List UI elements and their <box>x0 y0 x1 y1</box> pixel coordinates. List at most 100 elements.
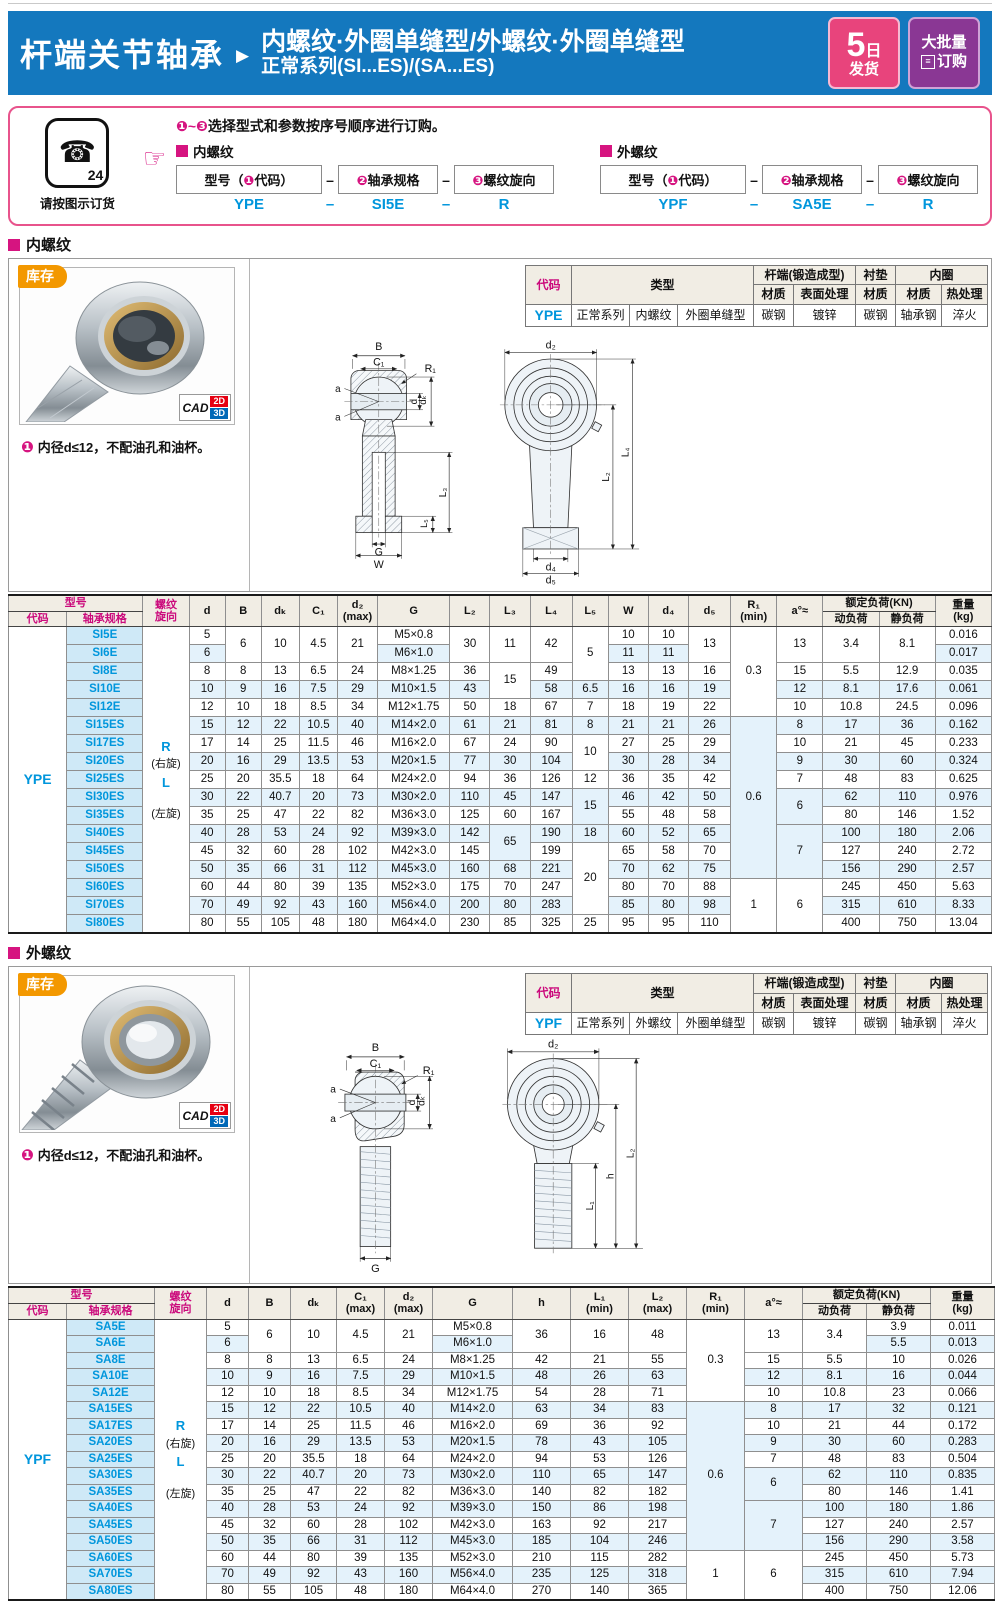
data-cell: 5.63 <box>934 878 993 898</box>
data-cell: 17.6 <box>878 680 936 700</box>
data-cell: 82 <box>384 1483 433 1502</box>
data-cell: 10.8 <box>822 698 880 718</box>
header-cell: 衬垫 <box>855 264 897 286</box>
dim-C1: C₁ <box>370 1058 382 1070</box>
data-cell: 0.6 <box>730 716 778 880</box>
hm-cell: 轴承规格 <box>66 1302 155 1320</box>
model-cell: SA60ES <box>66 1549 155 1568</box>
data-cell: 8.1 <box>802 1368 867 1386</box>
cad-3d-button[interactable]: 3D <box>210 1116 228 1128</box>
data-cell: 69 <box>512 1417 571 1436</box>
data-cell: 25 <box>188 770 226 790</box>
data-cell: 轴承钢 <box>895 303 943 327</box>
data-cell: 80 <box>822 806 880 826</box>
data-cell: 7.5 <box>336 1368 385 1386</box>
data-cell: 86 <box>570 1500 629 1518</box>
data-cell: 9 <box>744 1434 803 1452</box>
cad-badge[interactable]: CAD 2D 3D <box>179 394 231 421</box>
data-cell: M56×4.0 <box>432 1566 513 1584</box>
cad-2d-button[interactable]: 2D <box>210 1104 228 1116</box>
data-cell: 126 <box>529 770 573 790</box>
data-cell: 21 <box>384 1318 433 1353</box>
data-cell: 70 <box>489 878 531 898</box>
data-cell: 13 <box>607 662 649 682</box>
data-cell: M12×1.75 <box>377 698 451 718</box>
cad-2d-button[interactable]: 2D <box>210 396 228 407</box>
data-cell: 50 <box>188 860 226 880</box>
model-cell: SA25ES <box>66 1450 155 1469</box>
product-photo-panel: 库存 <box>18 265 235 425</box>
data-cell: 52 <box>647 824 689 844</box>
data-cell: 135 <box>384 1549 433 1568</box>
data-cell: 21 <box>822 734 880 754</box>
dim-L3: L₃ <box>438 488 449 497</box>
cad-badge[interactable]: CAD 2D 3D <box>179 1102 231 1130</box>
data-cell: 30 <box>489 752 531 772</box>
group-label: 外螺纹 <box>617 145 658 160</box>
data-cell: 21 <box>336 626 379 664</box>
data-cell: 10 <box>248 1384 291 1403</box>
data-cell: 55 <box>224 914 262 934</box>
data-cell: 145 <box>449 842 491 862</box>
data-cell: 210 <box>512 1549 571 1568</box>
data-cell: 40 <box>384 1401 433 1419</box>
data-cell: 34 <box>687 752 732 772</box>
data-cell: 283 <box>529 896 573 916</box>
data-cell: 140 <box>512 1483 571 1502</box>
data-cell: 6 <box>744 1467 803 1502</box>
data-cell: 外螺纹 <box>629 1012 678 1035</box>
data-cell: 12.06 <box>930 1582 995 1601</box>
data-cell: 17 <box>188 734 226 754</box>
header-cell: 材质 <box>753 992 795 1014</box>
data-cell: 80 <box>607 878 649 898</box>
data-cell: 10.5 <box>298 716 338 736</box>
model-cell: SA30ES <box>66 1467 155 1485</box>
table-row: SI20ES 20 16 29 13.5 53 M20×1.5 77 30 104 30 28 34 9 3… <box>9 752 993 772</box>
data-cell: 7 <box>571 698 609 718</box>
data-cell: 5.5 <box>866 1335 931 1353</box>
data-cell: 182 <box>628 1483 687 1502</box>
model-cell: SA10E <box>66 1368 155 1386</box>
table-row: YPF SA5E R (右旋) L (左旋) 5 6 10 4.5 21 M5×0.8 36 16 48 0.… <box>8 1318 995 1601</box>
data-cell: 25 <box>224 806 262 826</box>
dim-L1: L₁ <box>585 1201 596 1211</box>
data-cell: 80 <box>489 896 531 916</box>
data-cell: 102 <box>336 842 379 862</box>
data-cell: 15 <box>571 788 609 826</box>
header-cell: d₅ <box>687 594 732 628</box>
dash: – <box>326 171 334 188</box>
model-cell: SI45ES <box>66 842 144 862</box>
data-cell: 3.58 <box>930 1533 995 1551</box>
table-row: SI25ES 25 20 35.5 18 64 M24×2.0 94 36 126 12 36 35 42… <box>9 770 993 790</box>
data-cell: 49 <box>248 1566 291 1584</box>
data-cell: 64 <box>336 770 379 790</box>
data-cell: 0.026 <box>930 1351 995 1370</box>
data-cell: 44 <box>248 1549 291 1568</box>
header-cell: 动负荷 <box>822 610 880 628</box>
cad-3d-button[interactable]: 3D <box>210 408 228 419</box>
data-cell: 167 <box>529 806 573 826</box>
data-cell: 49 <box>529 662 573 682</box>
rod-end-photo <box>20 268 232 422</box>
data-cell: 外圈单缝型 <box>676 303 755 327</box>
data-cell: 30 <box>802 1434 867 1452</box>
product-photo-panel: 库存 CAD 2D 3D <box>18 973 235 1134</box>
data-cell: 12 <box>248 1401 291 1419</box>
header-cell: C₁ <box>298 594 338 628</box>
table-row: SI50ES 50 35 66 31 112 M45×3.0 160 68 221 70 62 75 15… <box>9 860 993 880</box>
data-cell: 25 <box>647 734 689 754</box>
data-cell: 43 <box>336 1566 385 1584</box>
stock-badge: 库存 <box>18 265 67 288</box>
data-cell: 24 <box>384 1351 433 1370</box>
data-cell: 镀锌 <box>793 303 857 327</box>
data-cell: 180 <box>384 1582 433 1601</box>
data-cell: 39 <box>336 1549 385 1568</box>
dash: – <box>442 171 450 188</box>
dim-a2: a <box>335 412 341 423</box>
dim-a1: a <box>330 1085 336 1096</box>
header-cell: C₁ (max) <box>336 1286 385 1320</box>
data-cell: 53 <box>336 752 379 772</box>
data-cell: 0.011 <box>930 1318 995 1337</box>
data-cell: 0.6 <box>686 1401 745 1551</box>
data-cell: 217 <box>628 1516 687 1535</box>
